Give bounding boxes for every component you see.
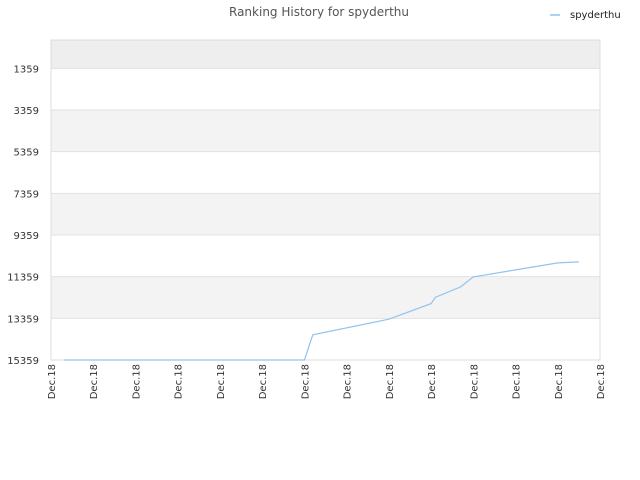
legend-label: spyderthu: [570, 10, 621, 21]
x-tick-label: Dec.18: [300, 364, 311, 399]
x-tick-label: Dec.18: [554, 364, 565, 399]
x-tick-labels: Dec.18 Dec.18 Dec.18 Dec.18 Dec.18 Dec.18 Dec.…: [47, 364, 607, 399]
grid-lines: [51, 67, 600, 361]
x-tick-label: Dec.18: [385, 364, 396, 399]
y-tick-label: 7359: [14, 189, 39, 200]
x-tick-label: Dec.18: [131, 364, 142, 399]
plot-band: [51, 193, 600, 235]
legend[interactable]: spyderthu: [550, 10, 621, 21]
x-tick-label: Dec.18: [47, 364, 58, 399]
y-tick-label: 1359: [14, 64, 39, 75]
plot-band: [51, 151, 600, 194]
chart-title: Ranking History for spyderthu: [229, 5, 409, 19]
x-tick-label: Dec.18: [258, 364, 269, 399]
plot-band: [51, 318, 600, 360]
y-tick-label: 5359: [14, 148, 39, 159]
x-tick-label: Dec.18: [174, 364, 185, 399]
plot-area-border: [50, 39, 601, 361]
series-lines: [63, 261, 579, 361]
x-tick-label: Dec.18: [89, 364, 100, 399]
plot-band: [51, 234, 600, 277]
y-tick-label: 9359: [14, 231, 39, 242]
x-tick-label: Dec.18: [427, 364, 438, 399]
x-tick-label: Dec.18: [343, 364, 354, 399]
x-tick-label: Dec.18: [469, 364, 480, 399]
y-tick-labels: 1359 3359 5359 7359 9359 11359 13359 15359: [7, 64, 39, 367]
y-tick-label: 13359: [7, 314, 39, 325]
y-tick-label: 3359: [14, 106, 39, 117]
plot-bands: [51, 40, 600, 360]
plot-band: [51, 276, 600, 319]
plot-band: [51, 68, 600, 110]
series-line: [63, 261, 579, 361]
plot-band: [51, 40, 600, 69]
y-tick-label: 15359: [7, 356, 39, 367]
plot-band: [51, 109, 600, 152]
x-tick-label: Dec.18: [596, 364, 607, 399]
y-tick-label: 11359: [7, 273, 39, 284]
x-tick-label: Dec.18: [512, 364, 523, 399]
x-tick-label: Dec.18: [216, 364, 227, 399]
